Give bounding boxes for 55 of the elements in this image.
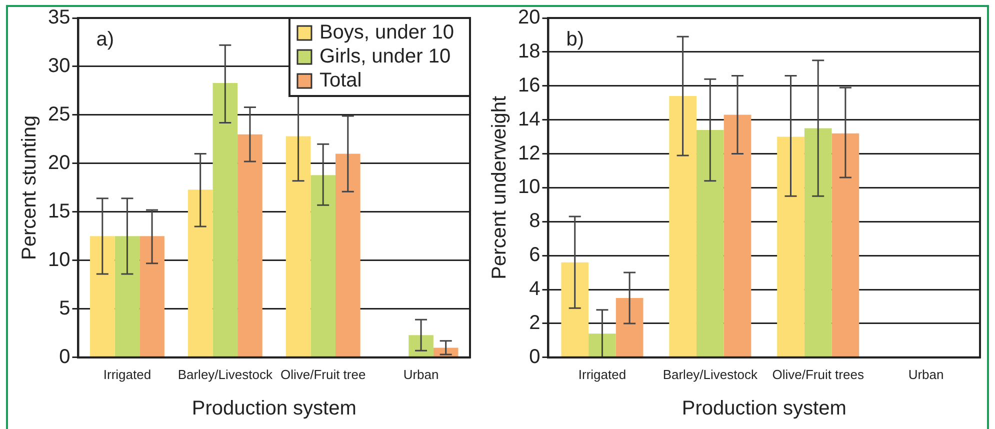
y-tick-label: 25 bbox=[48, 103, 70, 126]
bar bbox=[408, 335, 434, 357]
y-tick-label: 6 bbox=[529, 244, 540, 266]
x-tick-label: Barley/Livestock bbox=[662, 366, 758, 382]
bar bbox=[696, 130, 724, 357]
bar bbox=[669, 96, 696, 357]
y-tick-label: 0 bbox=[59, 346, 70, 368]
annotation: b) bbox=[566, 28, 584, 51]
bar bbox=[616, 298, 644, 357]
bar bbox=[777, 136, 804, 357]
y-tick-label: 4 bbox=[529, 278, 540, 300]
legend-label: Boys, under 10 bbox=[319, 22, 454, 44]
bar bbox=[212, 82, 238, 357]
y-tick-label: 20 bbox=[518, 6, 540, 29]
bar bbox=[114, 236, 140, 357]
x-axis-title: Production system bbox=[682, 398, 846, 420]
y-axis-title: Percent stunting bbox=[18, 115, 41, 260]
bar bbox=[310, 175, 336, 357]
bar bbox=[238, 134, 262, 357]
y-tick-label: 18 bbox=[518, 40, 540, 62]
y-tick-label: 20 bbox=[48, 152, 70, 174]
y-tick-label: 5 bbox=[59, 297, 70, 320]
y-tick-label: 10 bbox=[518, 176, 540, 198]
x-axis-title: Production system bbox=[192, 398, 356, 420]
x-tick-label: Urban bbox=[908, 366, 944, 382]
y-tick-label: 8 bbox=[529, 210, 540, 232]
bar bbox=[832, 133, 860, 357]
bar bbox=[588, 334, 616, 357]
y-tick-label: 2 bbox=[529, 312, 540, 334]
bar bbox=[804, 128, 832, 357]
y-tick-label: 16 bbox=[518, 74, 540, 96]
y-tick-label: 15 bbox=[48, 200, 70, 222]
bar bbox=[336, 154, 360, 357]
bar bbox=[724, 114, 752, 357]
bar bbox=[188, 190, 213, 357]
bar bbox=[561, 262, 589, 357]
legend-label: Total bbox=[319, 70, 362, 92]
bar bbox=[90, 236, 115, 357]
y-tick-label: 10 bbox=[48, 248, 70, 271]
x-tick-label: Barley/Livestock bbox=[178, 366, 273, 382]
y-tick-label: 0 bbox=[529, 346, 540, 368]
x-tick-label: Olive/Fruit trees bbox=[772, 366, 864, 382]
x-tick-label: Urban bbox=[403, 366, 439, 382]
y-tick-label: 12 bbox=[518, 142, 540, 164]
y-tick-label: 35 bbox=[48, 6, 70, 29]
x-tick-label: Irrigated bbox=[103, 366, 152, 382]
annotation: a) bbox=[96, 28, 114, 51]
legend-label: Girls, under 10 bbox=[319, 46, 451, 68]
x-tick-label: Irrigated bbox=[578, 366, 626, 382]
y-tick-label: 30 bbox=[48, 55, 70, 77]
bar bbox=[286, 136, 311, 357]
bar bbox=[140, 236, 164, 357]
y-tick-label: 14 bbox=[518, 108, 540, 130]
x-tick-label: Olive/Fruit tree bbox=[280, 366, 366, 382]
y-axis-title: Percent underweight bbox=[488, 96, 511, 280]
